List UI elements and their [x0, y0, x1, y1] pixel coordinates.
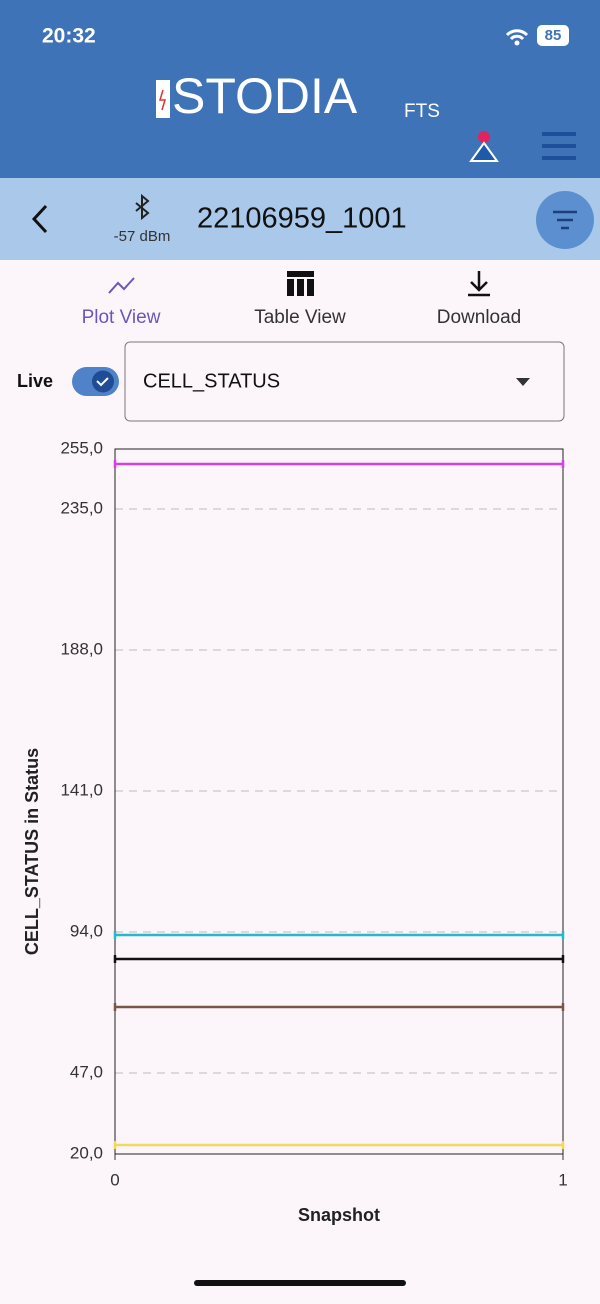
plot-icon: [108, 277, 135, 294]
plot-frame: [114, 448, 564, 1155]
dropdown-arrow: [516, 378, 530, 386]
dropdown-value: CELL_STATUS: [143, 370, 280, 392]
header-bg: [0, 0, 600, 178]
live-label: Live: [17, 371, 53, 391]
user-dot: [478, 131, 490, 143]
download-icon: [468, 271, 490, 297]
battery-icon: [537, 25, 569, 46]
x-tick-label: 1: [558, 1170, 567, 1189]
status-time: 20:32: [42, 25, 96, 48]
battery-level: 85: [545, 27, 562, 44]
tab-plot[interactable]: Plot View: [82, 307, 161, 328]
menu-icon[interactable]: [542, 132, 576, 160]
tab-table[interactable]: Table View: [254, 307, 346, 328]
bluetooth-icon: [135, 193, 150, 221]
home-indicator: [194, 1280, 406, 1286]
x-axis-label: Snapshot: [298, 1205, 380, 1225]
device-id: 22106959_1001: [197, 203, 407, 235]
user-icon[interactable]: [469, 141, 499, 162]
device-bar-bg: [0, 178, 600, 260]
table-icon: [287, 271, 314, 296]
wifi-icon: [505, 29, 529, 41]
logo-bolt: [158, 89, 167, 111]
y-axis-label: CELL_STATUS in Status: [22, 748, 42, 955]
wifi-dot: [514, 40, 520, 46]
logo-text: STODIA: [172, 68, 358, 124]
y-tick-label: 255,0: [60, 438, 103, 457]
rssi: -57 dBm: [114, 228, 171, 245]
filter-icon: [553, 210, 577, 230]
y-tick-label: 47,0: [70, 1062, 103, 1081]
logo-suffix: FTS: [404, 101, 440, 122]
tab-download[interactable]: Download: [437, 307, 522, 328]
y-tick-label: 20,0: [70, 1143, 103, 1162]
y-tick-label: 188,0: [60, 639, 103, 658]
toggle-knob: [92, 370, 114, 393]
y-tick-label: 141,0: [60, 780, 103, 799]
x-tick-label: 0: [110, 1170, 119, 1189]
back-button[interactable]: [31, 204, 48, 234]
signal-dropdown[interactable]: [124, 341, 565, 422]
logo-mark: [156, 80, 170, 118]
y-tick-label: 94,0: [70, 921, 103, 940]
toggle-check: [96, 377, 109, 387]
chart: 20,0 47,0 94,0 141,0 188,0 235,0 255,0 0 1 Snapsh…: [22, 438, 568, 1224]
y-tick-label: 235,0: [60, 498, 103, 517]
